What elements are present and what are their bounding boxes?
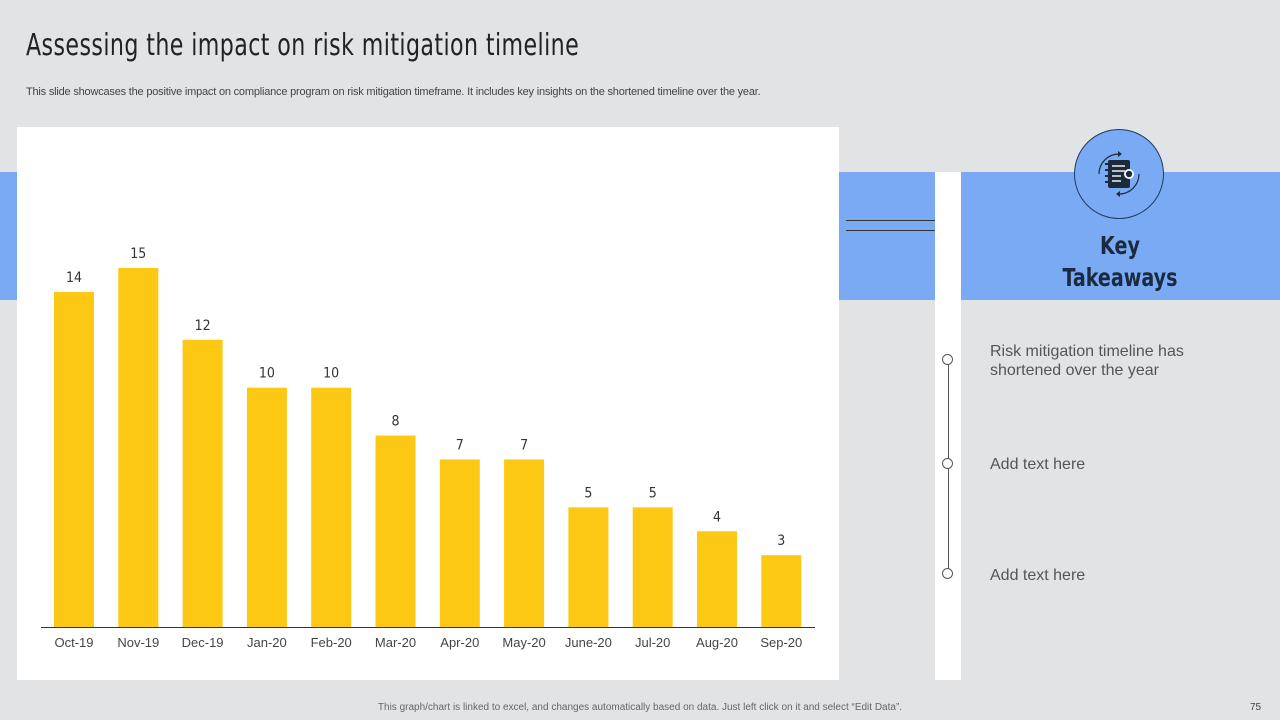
bar-aug-20 [697, 531, 737, 627]
footer-note: This graph/chart is linked to excel, and… [377, 702, 903, 713]
takeaway-text-1: Risk mitigation timeline has shortened o… [990, 343, 1184, 379]
x-tick-label-may-20: May-20 [502, 635, 545, 650]
takeaway-text-2: Add text here [990, 456, 1086, 473]
bar-value-label-mar-20: 8 [391, 414, 399, 430]
timeline-dot-2 [942, 458, 953, 469]
takeaways-icon-ring [1074, 129, 1164, 219]
bar-may-20 [504, 459, 545, 627]
x-tick-label-jul-20: Jul-20 [635, 635, 670, 650]
bar-jul-20 [632, 507, 673, 627]
decor-line-top [846, 220, 953, 221]
bar-jan-20 [246, 387, 287, 627]
decor-line-bottom [846, 230, 953, 231]
bar-value-label-oct-19: 14 [66, 270, 82, 286]
bar-apr-20 [439, 459, 480, 627]
chart-panel: 14 Oct-19 15 Nov-19 12 Dec-19 10 Jan-20 10 Feb-20… [17, 127, 839, 680]
x-tick-label-mar-20: Mar-20 [375, 635, 416, 650]
bar-value-label-june-20: 5 [584, 485, 592, 501]
timeline-dot-3 [942, 568, 953, 579]
x-tick-label-june-20: June-20 [565, 635, 612, 650]
x-tick-label-dec-19: Dec-19 [182, 635, 224, 650]
bar-value-label-feb-20: 10 [323, 366, 339, 382]
page-number: 75 [1250, 702, 1262, 713]
bar-value-label-nov-19: 15 [130, 246, 146, 262]
notebook-icon [1098, 151, 1140, 197]
bar-value-label-apr-20: 7 [456, 437, 464, 453]
takeaways-title-line2: Takeaways [1062, 263, 1178, 292]
x-tick-label-oct-19: Oct-19 [54, 635, 93, 650]
bar-value-label-jan-20: 10 [259, 366, 275, 382]
takeaway-text-3: Add text here [990, 567, 1086, 584]
bar-feb-20 [311, 387, 352, 627]
bar-value-label-jul-20: 5 [649, 485, 657, 501]
x-tick-label-apr-20: Apr-20 [440, 635, 479, 650]
bar-sep-20 [761, 555, 802, 627]
bar-june-20 [568, 507, 609, 627]
bar-oct-19 [54, 291, 94, 627]
takeaways-title: Key Takeaways [1052, 230, 1188, 294]
x-tick-label-sep-20: Sep-20 [760, 635, 802, 650]
takeaways-icon-badge [1080, 135, 1158, 213]
accent-band-left [0, 172, 17, 300]
bar-dec-19 [182, 339, 223, 627]
bar-nov-19 [118, 268, 159, 627]
x-tick-label-jan-20: Jan-20 [247, 635, 287, 650]
bar-chart: 14 Oct-19 15 Nov-19 12 Dec-19 10 Jan-20 10 Feb-20… [41, 246, 815, 650]
bar-value-label-sep-20: 3 [777, 533, 785, 549]
x-tick-label-nov-19: Nov-19 [117, 635, 159, 650]
bar-value-label-aug-20: 4 [713, 509, 721, 525]
x-tick-label-feb-20: Feb-20 [311, 635, 352, 650]
x-tick-label-aug-20: Aug-20 [696, 635, 738, 650]
accent-band-middle [839, 172, 935, 300]
bar-value-label-dec-19: 12 [195, 318, 211, 334]
bar-value-label-may-20: 7 [520, 437, 528, 453]
page-title: Assessing the impact on risk mitigation … [26, 28, 580, 63]
bar-mar-20 [375, 435, 416, 627]
timeline-dot-1 [942, 354, 953, 365]
takeaways-title-line1: Key [1100, 231, 1140, 260]
page-subtitle: This slide showcases the positive impact… [26, 86, 761, 98]
